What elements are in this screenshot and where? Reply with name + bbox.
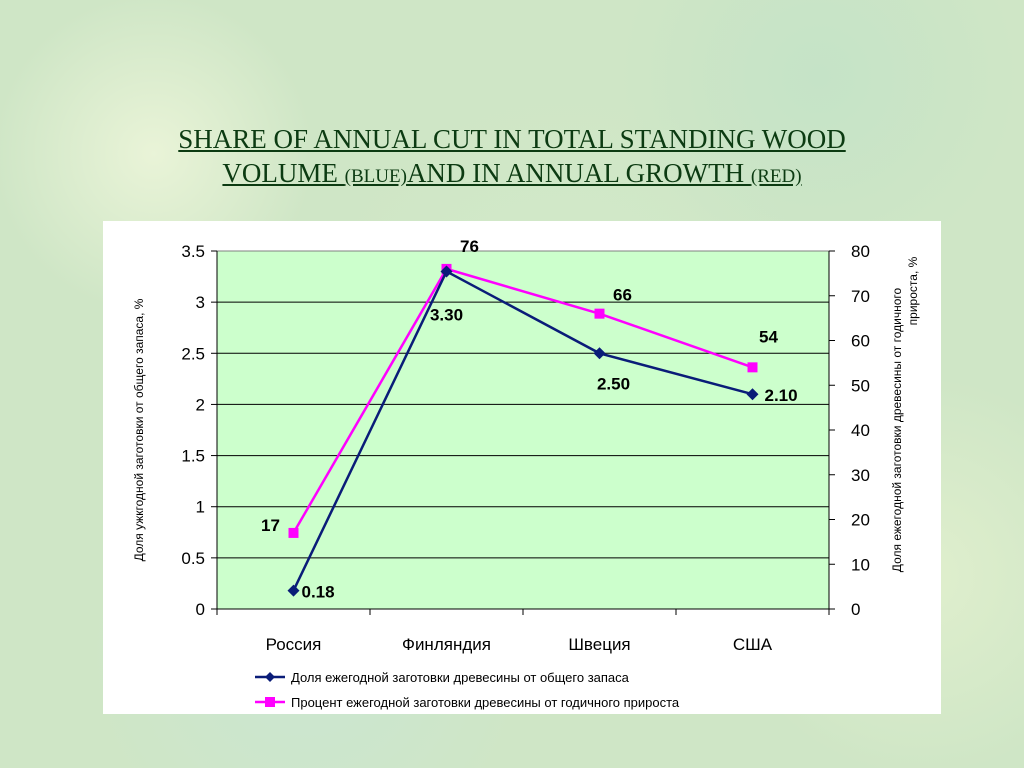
- series-growth-point: [747, 362, 758, 373]
- y-right-tick-label: 70: [851, 287, 870, 306]
- x-tick-label: США: [733, 635, 773, 654]
- y-right-tick-label: 80: [851, 242, 870, 261]
- y-right-tick-label: 10: [851, 555, 870, 574]
- volume-data-label: 3.30: [430, 305, 463, 324]
- y-right-axis-label-line1: Доля ежегодной заготовки древесины от го…: [890, 287, 904, 572]
- growth-data-label: 66: [613, 286, 632, 305]
- series-volume-point: [440, 265, 453, 278]
- y-right-tick-label: 30: [851, 466, 870, 485]
- y-left-tick-label: 2: [196, 395, 205, 414]
- title-volume: VOLUME: [222, 158, 345, 188]
- legend-growth-label: Процент ежегодной заготовки древесины от…: [291, 695, 680, 710]
- y-left-tick-label: 0: [196, 600, 205, 619]
- title-red: (RED): [750, 166, 802, 187]
- series-volume-point: [287, 584, 300, 597]
- series-volume-point: [746, 388, 759, 401]
- y-right-tick-label: 0: [851, 600, 860, 619]
- growth-data-label: 76: [460, 237, 479, 256]
- volume-data-label: 2.10: [765, 386, 798, 405]
- y-right-tick-label: 50: [851, 376, 870, 395]
- y-left-tick-label: 2.5: [181, 344, 205, 363]
- chart-title: SHARE OF ANNUAL CUT IN TOTAL STANDING WO…: [80, 122, 944, 194]
- y-left-tick-label: 1.5: [181, 447, 205, 466]
- y-left-axis-label: Доля ужкгодной заготовки от общего запас…: [132, 298, 146, 561]
- title-growth: AND IN ANNUAL GROWTH: [406, 158, 751, 188]
- legend-volume-marker: [265, 672, 275, 682]
- growth-data-label: 17: [261, 516, 280, 535]
- legend-growth-marker: [265, 697, 275, 707]
- y-right-tick-label: 60: [851, 332, 870, 351]
- series-growth-point: [594, 308, 605, 319]
- y-left-tick-label: 3.5: [181, 242, 205, 261]
- x-tick-label: Финляндия: [402, 635, 491, 654]
- title-blue: (BLUE): [344, 166, 407, 187]
- title-line-1: SHARE OF ANNUAL CUT IN TOTAL STANDING WO…: [178, 124, 846, 154]
- y-right-axis-label-line2: прироста, %: [906, 256, 920, 325]
- y-left-tick-label: 1: [196, 498, 205, 517]
- volume-data-label: 2.50: [597, 374, 630, 393]
- x-tick-label: Россия: [266, 635, 322, 654]
- growth-data-label: 54: [759, 327, 778, 346]
- y-right-tick-label: 40: [851, 421, 870, 440]
- y-right-tick-label: 20: [851, 511, 870, 530]
- legend-volume-label: Доля ежегодной заготовки древесины от об…: [291, 670, 630, 685]
- chart-area: 0 0.5 1 1.5 2 2.5 3 3.5 0 10 20 30 40 50 60 70 80 Россия Ф…: [103, 221, 941, 714]
- series-growth-point: [288, 527, 299, 538]
- series-volume-line: [292, 269, 753, 592]
- y-left-tick-label: 0.5: [181, 549, 205, 568]
- y-left-tick-label: 3: [196, 293, 205, 312]
- series-volume-point: [593, 347, 606, 360]
- volume-data-label: 0.18: [302, 583, 335, 602]
- x-tick-label: Швеция: [568, 635, 630, 654]
- plot-background: [216, 250, 830, 610]
- series-growth-line: [292, 267, 753, 534]
- line-chart: 0 0.5 1 1.5 2 2.5 3 3.5 0 10 20 30 40 50 60 70 80 Россия Ф…: [132, 237, 920, 710]
- title-line-2: VOLUME (BLUE)AND IN ANNUAL GROWTH (RED): [80, 156, 944, 194]
